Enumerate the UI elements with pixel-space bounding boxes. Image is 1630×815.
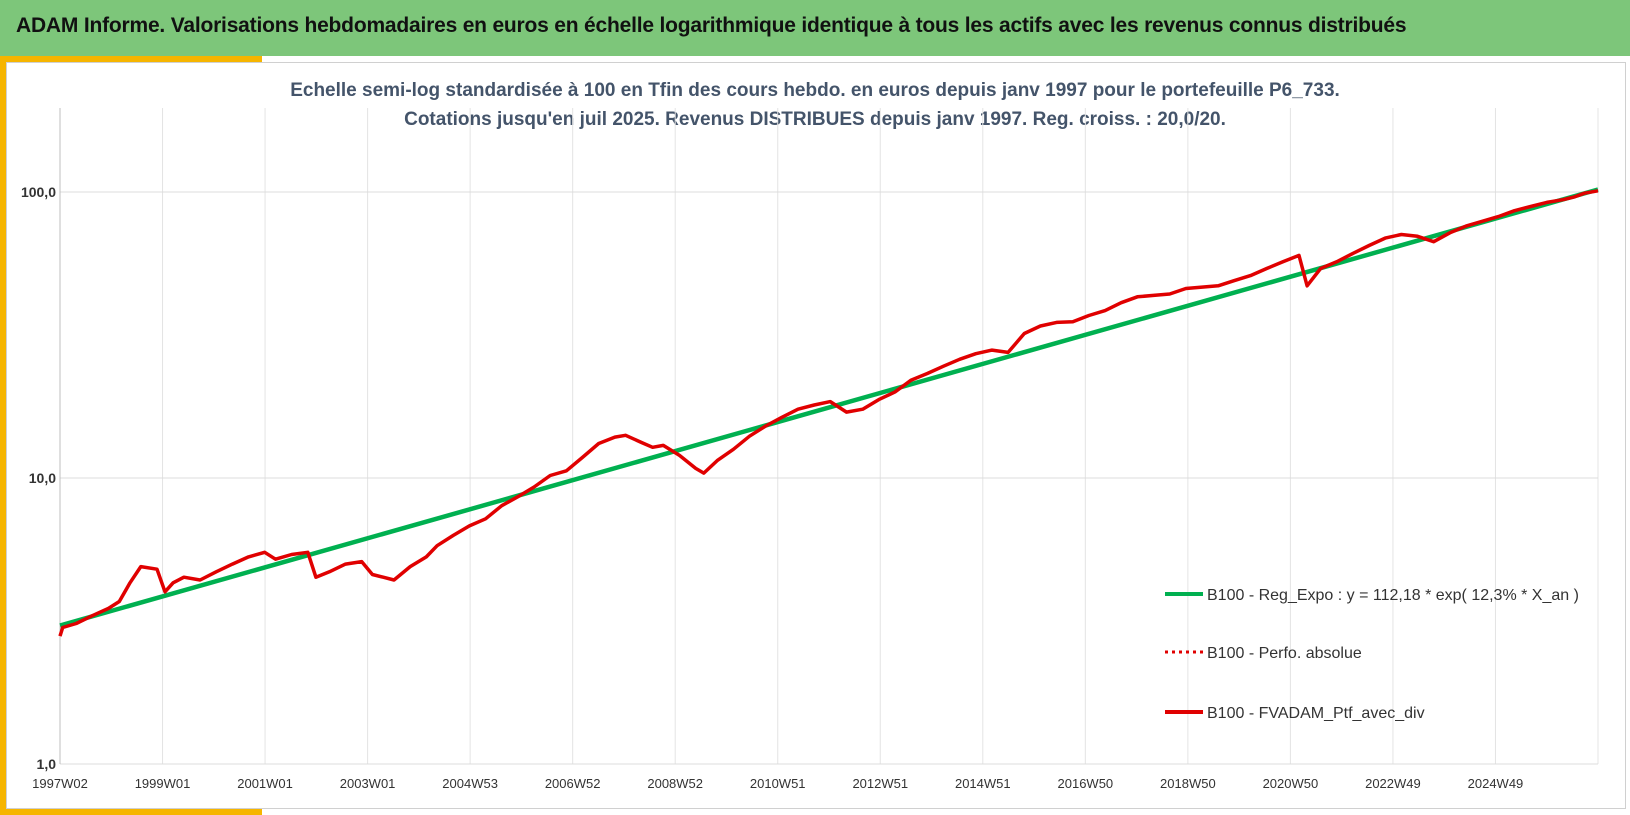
series-layer xyxy=(58,187,1599,637)
legend-label: B100 - FVADAM_Ptf_avec_div xyxy=(1207,705,1425,722)
x-tick-label: 2006W52 xyxy=(545,776,601,791)
accent-bar-bottom xyxy=(0,809,262,815)
legend-item-perfo-absolue: B100 - Perfo. absolue xyxy=(1165,645,1362,662)
series-line-portfolio xyxy=(58,189,1599,637)
x-tick-label: 2003W01 xyxy=(340,776,396,791)
legend-item-portfolio: B100 - FVADAM_Ptf_avec_div xyxy=(1165,705,1425,722)
x-tick-label: 1997W02 xyxy=(32,776,88,791)
x-tick-label: 2024W49 xyxy=(1468,776,1524,791)
x-tick-label: 1999W01 xyxy=(135,776,191,791)
legend: B100 - Reg_Expo : y = 112,18 * exp( 12,3… xyxy=(1165,587,1579,722)
y-tick-label: 10,0 xyxy=(29,470,56,486)
series-line-regression xyxy=(59,187,1599,628)
x-tick-label: 2016W50 xyxy=(1058,776,1114,791)
legend-label: B100 - Perfo. absolue xyxy=(1207,645,1362,662)
x-tick-label: 2018W50 xyxy=(1160,776,1216,791)
chart-frame xyxy=(6,62,1626,809)
header-banner: ADAM Informe. Valorisations hebdomadaire… xyxy=(0,0,1630,56)
x-tick-label: 2008W52 xyxy=(647,776,703,791)
x-tick-label: 2020W50 xyxy=(1263,776,1319,791)
page-title: ADAM Informe. Valorisations hebdomadaire… xyxy=(16,14,1407,37)
x-tick-label: 2001W01 xyxy=(237,776,293,791)
x-tick-label: 2004W53 xyxy=(442,776,498,791)
grid-lines xyxy=(59,108,1599,765)
legend-item-regression: B100 - Reg_Expo : y = 112,18 * exp( 12,3… xyxy=(1165,587,1579,604)
chart-title-line1: Echelle semi-log standardisée à 100 en T… xyxy=(290,80,1340,101)
chart-title-line2: Cotations jusqu'en juil 2025. Revenus DI… xyxy=(404,109,1226,130)
accent-bar-left xyxy=(0,56,6,815)
y-tick-label: 1,0 xyxy=(37,756,57,772)
accent-bar-top xyxy=(0,56,262,62)
x-tick-label: 2014W51 xyxy=(955,776,1011,791)
x-tick-label: 2010W51 xyxy=(750,776,806,791)
y-tick-label: 100,0 xyxy=(21,184,56,200)
x-axis-ticks: 1997W02 1999W01 2001W01 2003W01 2004W53 2006W… xyxy=(32,776,1523,791)
x-tick-label: 2022W49 xyxy=(1365,776,1421,791)
x-tick-label: 2012W51 xyxy=(852,776,908,791)
y-axis-ticks: 1,0 10,0 100,0 xyxy=(21,184,56,772)
legend-label: B100 - Reg_Expo : y = 112,18 * exp( 12,3… xyxy=(1207,587,1579,604)
